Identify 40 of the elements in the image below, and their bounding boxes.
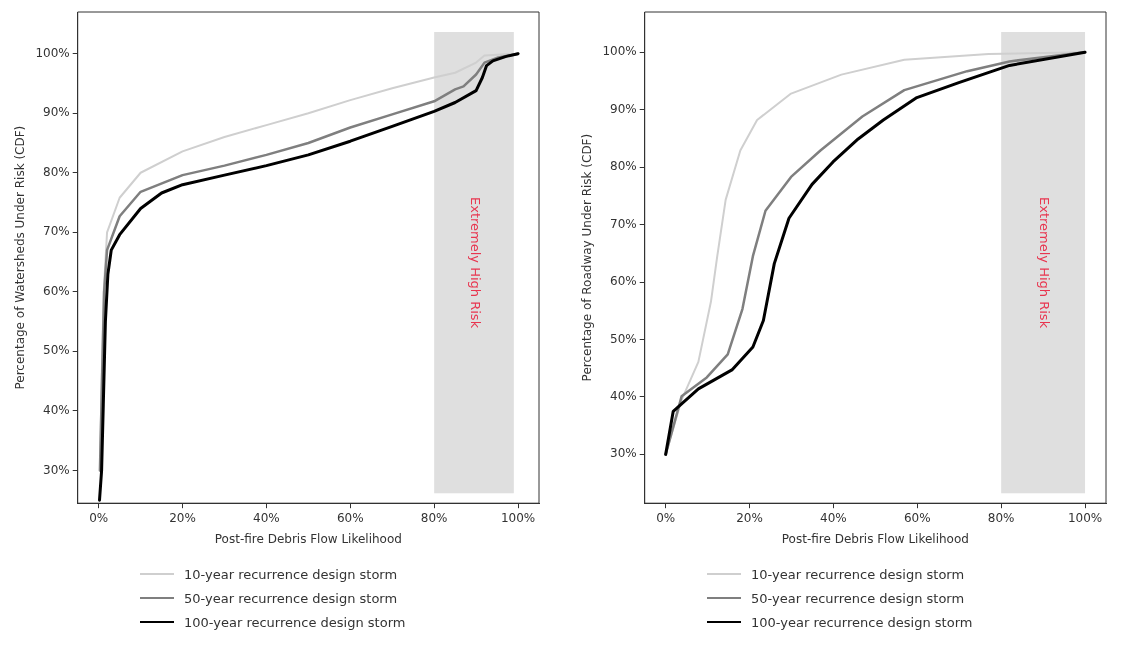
y-tick-label: 40% <box>43 403 70 418</box>
x-tick-label: 60% <box>903 510 931 525</box>
x-tick-label: 80% <box>987 510 1015 525</box>
y-tick-label: 90% <box>43 105 70 120</box>
x-tick-label: 20% <box>736 510 763 525</box>
x-tick-label: 20% <box>169 510 196 525</box>
x-tick-label: 100% <box>500 510 536 525</box>
y-tick-label: 80% <box>610 159 637 174</box>
y-tick-label: 70% <box>610 216 637 231</box>
x-tick-label: 0% <box>656 510 676 525</box>
y-tick-label: 100% <box>602 44 637 59</box>
x-tick-label: 40% <box>820 510 847 525</box>
band-label: Extremely High Risk <box>1036 197 1052 329</box>
y-tick-label: 30% <box>43 462 70 477</box>
legend-label: 10-year recurrence design storm <box>184 566 398 582</box>
x-tick-label: 100% <box>1067 510 1103 525</box>
y-axis-title: Percentage of Watersheds Under Risk (CDF) <box>13 125 28 390</box>
x-tick-label: 0% <box>89 510 109 525</box>
y-tick-label: 60% <box>43 283 70 298</box>
y-tick-label: 100% <box>35 45 70 60</box>
y-tick-label: 80% <box>43 164 70 179</box>
legend-label: 10-year recurrence design storm <box>751 566 965 582</box>
y-tick-label: 50% <box>610 331 637 346</box>
y-tick-label: 30% <box>610 446 637 461</box>
x-axis-title: Post-fire Debris Flow Likelihood <box>781 531 969 546</box>
legend-label: 50-year recurrence design storm <box>184 590 398 606</box>
legend-label: 100-year recurrence design storm <box>751 614 973 630</box>
band-label: Extremely High Risk <box>467 197 483 329</box>
y-tick-label: 60% <box>610 274 637 289</box>
x-tick-label: 40% <box>253 510 280 525</box>
y-tick-label: 50% <box>43 343 70 358</box>
y-axis-title: Percentage of Roadway Under Risk (CDF) <box>580 133 595 382</box>
legend-label: 100-year recurrence design storm <box>184 614 406 630</box>
y-tick-label: 70% <box>43 224 70 239</box>
y-tick-label: 40% <box>610 389 637 404</box>
x-axis-title: Post-fire Debris Flow Likelihood <box>214 531 402 546</box>
y-tick-label: 90% <box>610 101 637 116</box>
x-tick-label: 60% <box>336 510 364 525</box>
x-tick-label: 80% <box>420 510 448 525</box>
legend-label: 50-year recurrence design storm <box>751 590 965 606</box>
